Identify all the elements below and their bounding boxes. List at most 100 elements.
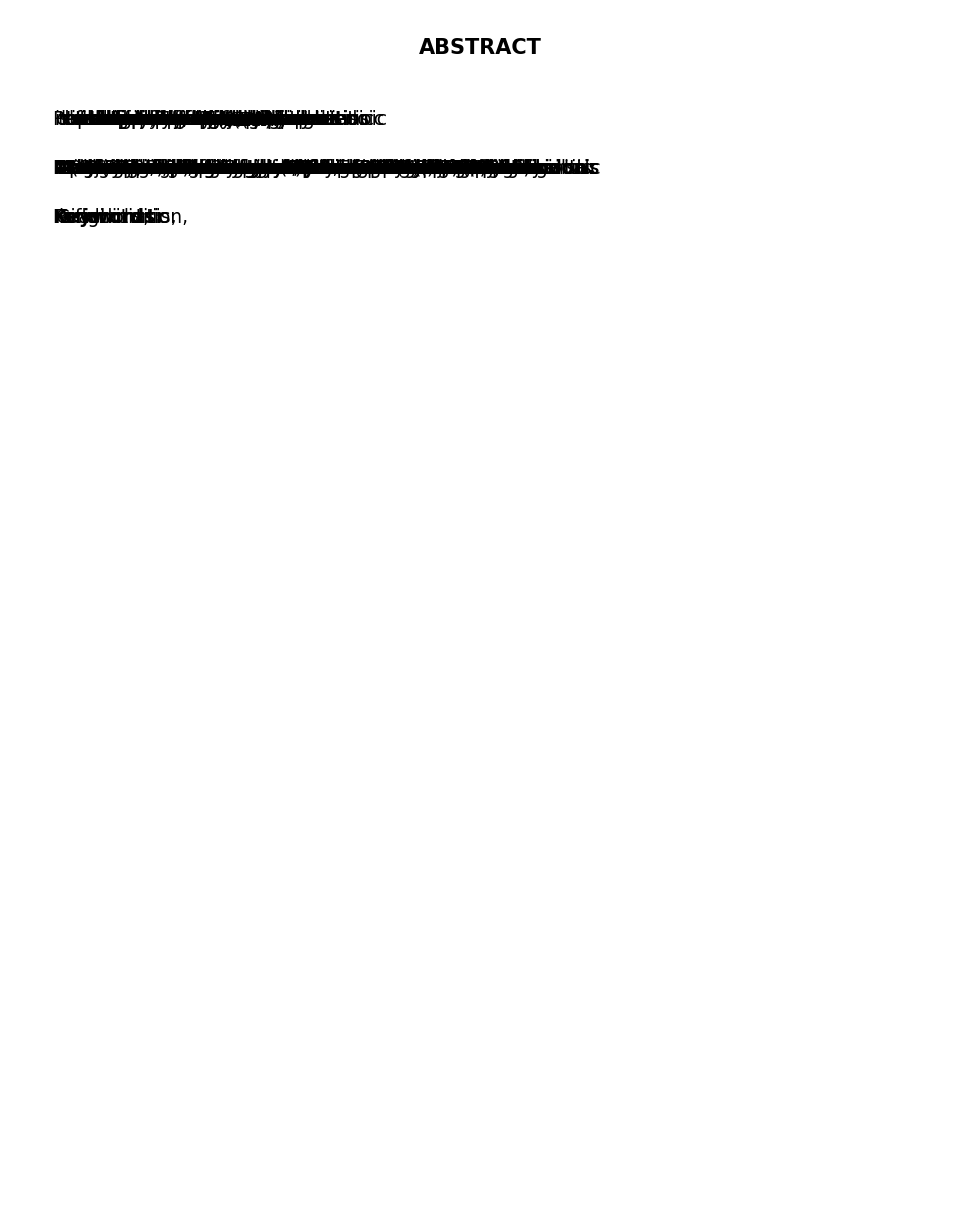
Text: the: the xyxy=(110,110,141,129)
Text: had: had xyxy=(270,110,305,129)
Text: with: with xyxy=(246,110,286,129)
Text: quantified: quantified xyxy=(259,159,353,177)
Text: and: and xyxy=(257,159,292,177)
Text: ±: ± xyxy=(449,159,465,177)
Text: inflammation: inflammation xyxy=(168,110,292,129)
Text: had: had xyxy=(505,159,540,177)
Text: impacts.: impacts. xyxy=(154,110,234,129)
Text: acid: acid xyxy=(214,110,252,129)
Text: 3: 3 xyxy=(211,159,223,177)
Text: of: of xyxy=(195,159,213,177)
Text: age: age xyxy=(102,159,137,177)
Text: 6.: 6. xyxy=(219,159,237,177)
Text: SPSS: SPSS xyxy=(359,159,406,177)
Text: acid: acid xyxy=(230,110,269,129)
Text: women): women) xyxy=(88,159,164,177)
Text: was: was xyxy=(126,159,163,177)
Text: 0.9): 0.9) xyxy=(451,159,488,177)
Text: ±: ± xyxy=(415,159,431,177)
Text: including: including xyxy=(130,159,215,177)
Text: clinical: clinical xyxy=(151,159,215,177)
Text: arachidonic: arachidonic xyxy=(60,208,169,227)
Text: age: age xyxy=(72,159,107,177)
Text: subjects: subjects xyxy=(94,159,172,177)
Text: but: but xyxy=(148,110,180,129)
Text: Nu: Nu xyxy=(283,159,309,177)
Text: variables: variables xyxy=(331,159,417,177)
Text: examination: examination xyxy=(124,159,240,177)
Text: Aim:: Aim: xyxy=(200,110,248,129)
Text: methyl: methyl xyxy=(275,159,341,177)
Text: considered: considered xyxy=(182,110,285,129)
Text: inflammation: inflammation xyxy=(120,110,244,129)
Text: biofilm,: biofilm, xyxy=(86,110,156,129)
Text: evaluated: evaluated xyxy=(82,159,176,177)
Text: adults.: adults. xyxy=(72,110,135,129)
Text: were: were xyxy=(80,159,126,177)
Text: individual: individual xyxy=(112,110,203,129)
Text: 4.4: 4.4 xyxy=(447,159,477,177)
Text: cause: cause xyxy=(78,110,133,129)
Text: ,: , xyxy=(218,110,224,129)
Text: levels: levels xyxy=(262,110,316,129)
Text: loss: loss xyxy=(68,110,105,129)
Text: insertion: insertion xyxy=(153,159,235,177)
Text: Patients: Patients xyxy=(377,159,452,177)
Text: by: by xyxy=(261,159,284,177)
Text: levels: levels xyxy=(487,159,541,177)
Text: ratio: ratio xyxy=(439,159,482,177)
Text: and: and xyxy=(126,110,161,129)
Text: ABSTRACT: ABSTRACT xyxy=(419,38,541,58)
Text: arachidonic: arachidonic xyxy=(493,159,602,177)
Text: to: to xyxy=(192,110,211,129)
Text: local: local xyxy=(146,110,189,129)
Text: 257.2): 257.2) xyxy=(417,159,478,177)
Text: after: after xyxy=(173,159,217,177)
Text: compare: compare xyxy=(327,159,409,177)
Text: chronic: chronic xyxy=(250,110,319,129)
Text: gas: gas xyxy=(247,159,280,177)
Text: 8: 8 xyxy=(86,159,98,177)
Text: (P: (P xyxy=(353,159,372,177)
Text: omega: omega xyxy=(215,159,279,177)
Text: Elysian: Elysian xyxy=(287,159,353,177)
Text: To: To xyxy=(202,110,222,129)
Text: T: T xyxy=(305,159,317,177)
Text: square: square xyxy=(321,159,385,177)
Text: and: and xyxy=(251,159,286,177)
Text: the: the xyxy=(116,110,147,129)
Text: ,: , xyxy=(149,159,155,177)
Text: gingival: gingival xyxy=(138,159,211,177)
Text: chronic: chronic xyxy=(66,159,134,177)
Text: DHA: DHA xyxy=(445,159,487,177)
Text: acids: acids xyxy=(176,110,225,129)
Text: oral: oral xyxy=(84,110,120,129)
Text: Chek,: Chek, xyxy=(285,159,338,177)
Text: was: was xyxy=(345,159,382,177)
Text: gas-liquid: gas-liquid xyxy=(245,159,336,177)
Text: docosapentanoic: docosapentanoic xyxy=(228,110,387,129)
Text: the: the xyxy=(229,159,260,177)
Text: largely: largely xyxy=(96,110,159,129)
Text: with: with xyxy=(96,159,135,177)
Text: valuable: valuable xyxy=(186,110,266,129)
Text: but: but xyxy=(88,110,119,129)
Text: <0.05).: <0.05). xyxy=(355,159,425,177)
Text: polyunsaturated: polyunsaturated xyxy=(172,110,326,129)
Text: AA: AA xyxy=(441,159,468,177)
Text: The: The xyxy=(357,159,392,177)
Text: level: level xyxy=(339,159,383,177)
Text: .In: .In xyxy=(108,110,132,129)
Text: A,: A, xyxy=(281,159,300,177)
Text: fasting: fasting xyxy=(181,159,245,177)
Text: response: response xyxy=(102,110,187,129)
Text: the: the xyxy=(58,110,88,129)
Text: 32.8: 32.8 xyxy=(104,159,146,177)
Text: (AA): (AA) xyxy=(240,110,281,129)
Text: analysis.: analysis. xyxy=(373,159,455,177)
Text: Conclusion:: Conclusion: xyxy=(473,159,595,177)
Text: periodontitis: periodontitis xyxy=(481,159,599,177)
Text: of: of xyxy=(179,159,197,177)
Text: data: data xyxy=(371,159,413,177)
Text: acid: acid xyxy=(273,159,312,177)
